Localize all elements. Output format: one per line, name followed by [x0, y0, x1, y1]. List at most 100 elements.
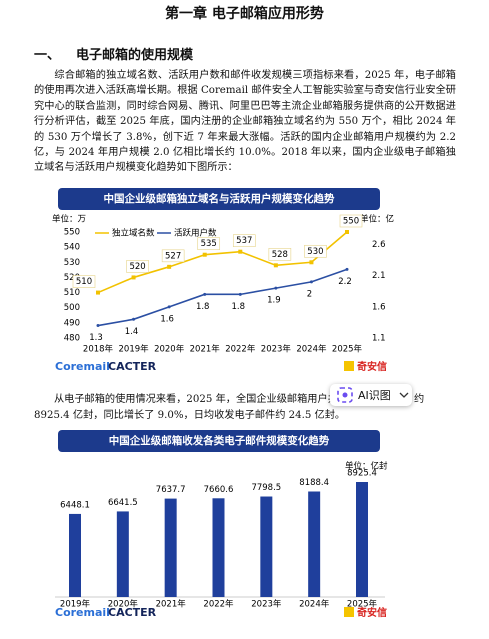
logo-cacter: CACTER — [108, 360, 157, 373]
data-label: 535 — [201, 239, 217, 249]
page-title: 第一章 电子邮箱应用形势 — [165, 6, 324, 22]
y-tick-label: 530 — [64, 258, 80, 268]
data-point — [238, 249, 243, 254]
data-label: 7798.5 — [251, 483, 281, 493]
y-tick-label: 500 — [64, 303, 80, 313]
x-tick-label: 2023年 — [251, 599, 282, 610]
data-label: 1.6 — [160, 314, 174, 324]
data-label-box — [304, 244, 327, 258]
data-point — [345, 230, 349, 234]
data-label: 537 — [236, 236, 252, 246]
bar — [164, 498, 177, 597]
data-point — [96, 324, 100, 328]
x-tick-label: 2022年 — [203, 599, 234, 610]
logo-coremail: Coremail — [55, 360, 110, 373]
x-tick-label: 2021年 — [190, 344, 221, 355]
logo-qianxin: 奇安信 — [357, 606, 387, 619]
data-label: 528 — [272, 250, 288, 260]
paragraph: 综合邮箱的独立域名数、活跃用户数和邮件收发规模三项指标来看，2025 年，电子邮… — [34, 70, 456, 174]
x-tick-label: 2020年 — [154, 344, 185, 355]
ai-icon — [337, 387, 353, 403]
y-tick-label: 510 — [64, 288, 80, 298]
data-point — [345, 267, 349, 271]
x-tick-label: 2021年 — [156, 599, 187, 610]
button-label: AI识图 — [358, 389, 391, 402]
data-label-box — [339, 214, 363, 228]
data-point — [167, 264, 172, 269]
y-tick-label: 480 — [64, 334, 80, 344]
data-label-box — [232, 234, 256, 247]
data-point — [131, 275, 136, 280]
y-tick-label: 490 — [64, 318, 80, 328]
x-tick-label: 2025年 — [347, 599, 378, 610]
series-line — [97, 231, 348, 294]
data-label-box — [161, 249, 185, 263]
data-point — [132, 317, 136, 321]
x-tick-label: 2024年 — [296, 344, 327, 355]
x-tick-label: 2020年 — [108, 599, 139, 610]
bar — [308, 491, 321, 597]
chart-title: 中国企业级邮箱收发各类电子邮件规模变化趋势 — [109, 434, 330, 447]
data-label: 1.8 — [196, 302, 210, 312]
data-label: 6641.5 — [108, 498, 138, 508]
x-tick-label: 2019年 — [60, 599, 91, 610]
bar — [116, 511, 129, 597]
y-axis-unit: 单位：亿封 — [345, 461, 388, 472]
chart-header — [58, 430, 380, 452]
data-label-box — [268, 248, 292, 261]
data-label: 1.8 — [232, 302, 246, 312]
legend-label: 独立域名数 — [112, 228, 155, 239]
data-label: 1.3 — [89, 333, 103, 343]
logo-qianxin: 奇安信 — [357, 360, 387, 373]
section-number: 一、 — [34, 48, 61, 63]
y2-tick-label: 1.6 — [372, 302, 386, 312]
data-point — [167, 305, 171, 309]
data-point — [202, 252, 207, 257]
bar — [260, 496, 273, 597]
y2-tick-label: 2.6 — [372, 240, 386, 250]
paragraph-text: 约 — [414, 394, 425, 405]
logo-coremail: Coremail — [55, 606, 110, 619]
data-label: 527 — [165, 251, 181, 261]
legend-label: 活跃用户数 — [174, 228, 217, 239]
y-tick-label: 520 — [64, 273, 80, 283]
data-label: 550 — [343, 217, 359, 227]
data-point — [96, 290, 100, 295]
x-tick-label: 2025年 — [332, 344, 363, 355]
paragraph-text: 8925.4 亿封，同比增长了 9.0%，日均收发电子邮件约 24.5 亿封。 — [34, 410, 346, 421]
y-axis-unit: 单位：万 — [52, 214, 86, 225]
chart-header — [58, 188, 380, 210]
data-label: 530 — [307, 247, 323, 257]
series-line — [97, 268, 348, 327]
data-label: 7660.6 — [204, 485, 234, 495]
x-tick-label: 2023年 — [261, 344, 292, 355]
logo-cacter: CACTER — [108, 606, 157, 619]
bar — [356, 482, 368, 597]
data-point — [309, 280, 313, 284]
bar — [212, 498, 225, 597]
y2-tick-label: 1.1 — [372, 334, 386, 344]
data-label: 8925.4 — [347, 469, 377, 479]
data-label: 8188.4 — [299, 478, 329, 488]
data-point — [203, 292, 207, 296]
ai-recognize-button[interactable]: AI识图 — [330, 384, 412, 406]
data-label-box — [72, 275, 96, 288]
data-label: 1.4 — [125, 327, 139, 337]
data-label-box — [197, 237, 221, 251]
data-point — [309, 260, 314, 265]
x-tick-label: 2024年 — [299, 599, 330, 610]
y-tick-label: 550 — [64, 228, 80, 238]
x-tick-label: 2019年 — [119, 344, 150, 355]
data-label: 2.2 — [338, 277, 352, 287]
x-tick-label: 2022年 — [225, 344, 256, 355]
y-tick-label: 540 — [64, 243, 80, 253]
logo-icon — [344, 361, 354, 371]
section-heading: 电子邮箱的使用规模 — [76, 48, 194, 63]
data-label: 2 — [307, 289, 312, 299]
y2-tick-label: 2.1 — [372, 271, 386, 281]
data-label: 6448.1 — [60, 500, 90, 510]
paragraph-text: 从电子邮箱的使用情况来看，2025 年，全国企业级邮箱用户共 — [54, 394, 338, 405]
data-point — [274, 286, 278, 290]
